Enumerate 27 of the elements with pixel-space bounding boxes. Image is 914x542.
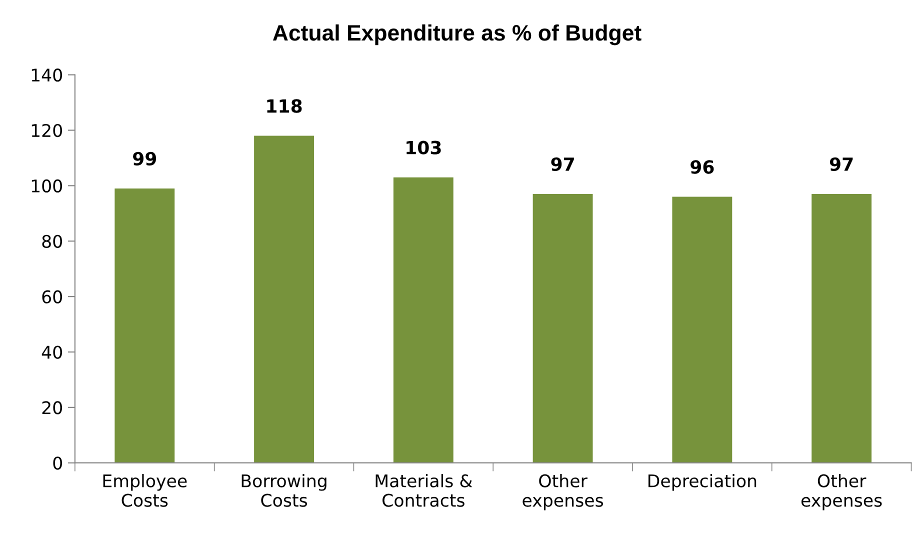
- x-tick-label: Materials & Contracts: [376, 474, 472, 507]
- y-tick-label: 40: [42, 346, 62, 359]
- bar: [532, 194, 593, 463]
- bar: [114, 188, 175, 463]
- chart-title: Actual Expenditure as % of Budget: [272, 24, 642, 46]
- data-label: 99: [133, 152, 156, 166]
- bar: [672, 196, 732, 463]
- data-label: 97: [551, 157, 574, 172]
- x-tick-label: Other expenses: [801, 474, 882, 510]
- y-tick-label: 100: [32, 179, 62, 193]
- y-tick-label: 80: [42, 234, 62, 248]
- bar: [254, 136, 314, 463]
- data-label: 118: [267, 99, 302, 113]
- bar: [393, 177, 454, 463]
- data-label: 97: [830, 157, 853, 172]
- x-tick-label: Other expenses: [522, 474, 604, 510]
- y-tick-label: 60: [42, 290, 62, 304]
- x-tick-label: Depreciation: [648, 474, 756, 491]
- bar: [812, 194, 872, 463]
- y-tick-label: 140: [32, 68, 62, 82]
- y-tick-label: 0: [53, 456, 62, 470]
- y-tick-label: 120: [32, 124, 62, 138]
- data-label: 103: [406, 140, 441, 154]
- y-tick-label: 20: [42, 401, 62, 414]
- x-tick-label: Employee Costs: [103, 474, 187, 507]
- x-tick-label: Borrowing Costs: [242, 474, 326, 507]
- data-label: 96: [690, 160, 714, 174]
